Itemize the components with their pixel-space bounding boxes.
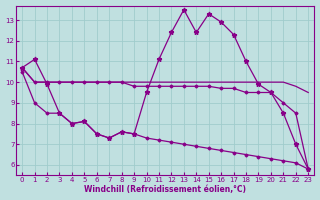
- X-axis label: Windchill (Refroidissement éolien,°C): Windchill (Refroidissement éolien,°C): [84, 185, 246, 194]
